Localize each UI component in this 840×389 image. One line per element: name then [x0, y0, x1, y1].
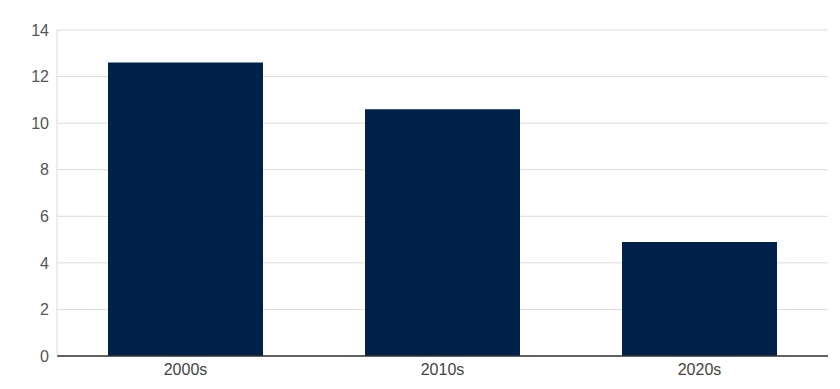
svg-text:8: 8 [40, 161, 49, 178]
svg-text:2010s: 2010s [421, 361, 465, 378]
svg-text:0: 0 [40, 348, 49, 365]
svg-text:10: 10 [31, 115, 49, 132]
svg-text:12: 12 [31, 68, 49, 85]
svg-text:2020s: 2020s [678, 361, 722, 378]
svg-text:4: 4 [40, 255, 49, 272]
svg-text:2: 2 [40, 301, 49, 318]
svg-text:14: 14 [31, 22, 49, 39]
svg-text:2000s: 2000s [164, 361, 208, 378]
svg-text:6: 6 [40, 208, 49, 225]
